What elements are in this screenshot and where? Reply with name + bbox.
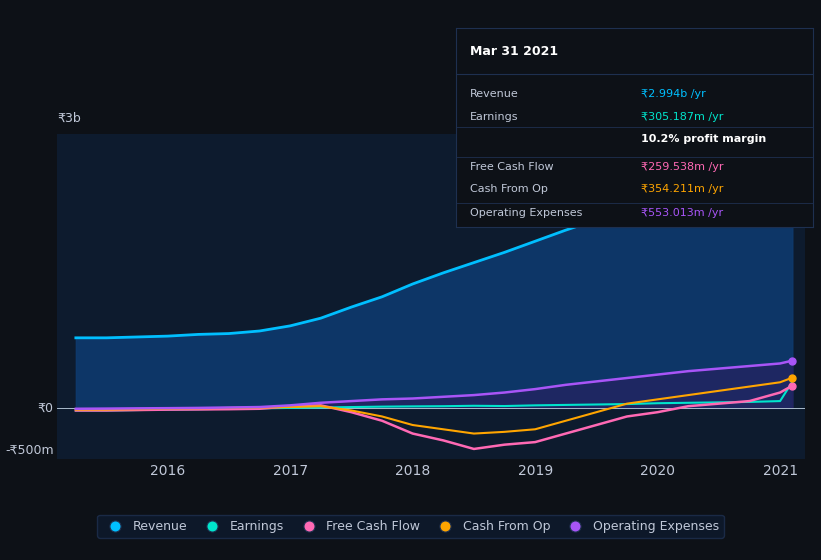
Text: Earnings: Earnings [470, 113, 518, 123]
Text: ₹305.187m /yr: ₹305.187m /yr [641, 113, 724, 123]
Text: -₹500m: -₹500m [5, 444, 53, 457]
Text: Revenue: Revenue [470, 88, 519, 99]
Text: Cash From Op: Cash From Op [470, 184, 548, 194]
Text: Operating Expenses: Operating Expenses [470, 208, 582, 218]
Point [786, 381, 799, 390]
Text: 10.2% profit margin: 10.2% profit margin [641, 134, 767, 144]
Text: ₹2.994b /yr: ₹2.994b /yr [641, 88, 706, 99]
Text: Free Cash Flow: Free Cash Flow [470, 162, 553, 172]
Text: ₹354.211m /yr: ₹354.211m /yr [641, 184, 724, 194]
Text: ₹553.013m /yr: ₹553.013m /yr [641, 208, 723, 218]
Point [786, 373, 799, 382]
Legend: Revenue, Earnings, Free Cash Flow, Cash From Op, Operating Expenses: Revenue, Earnings, Free Cash Flow, Cash … [97, 515, 724, 538]
Point [786, 147, 799, 156]
Text: ₹259.538m /yr: ₹259.538m /yr [641, 162, 724, 172]
Text: ₹3b: ₹3b [57, 111, 81, 125]
Text: Mar 31 2021: Mar 31 2021 [470, 45, 558, 58]
Text: ₹0: ₹0 [38, 402, 53, 414]
Point [786, 356, 799, 365]
